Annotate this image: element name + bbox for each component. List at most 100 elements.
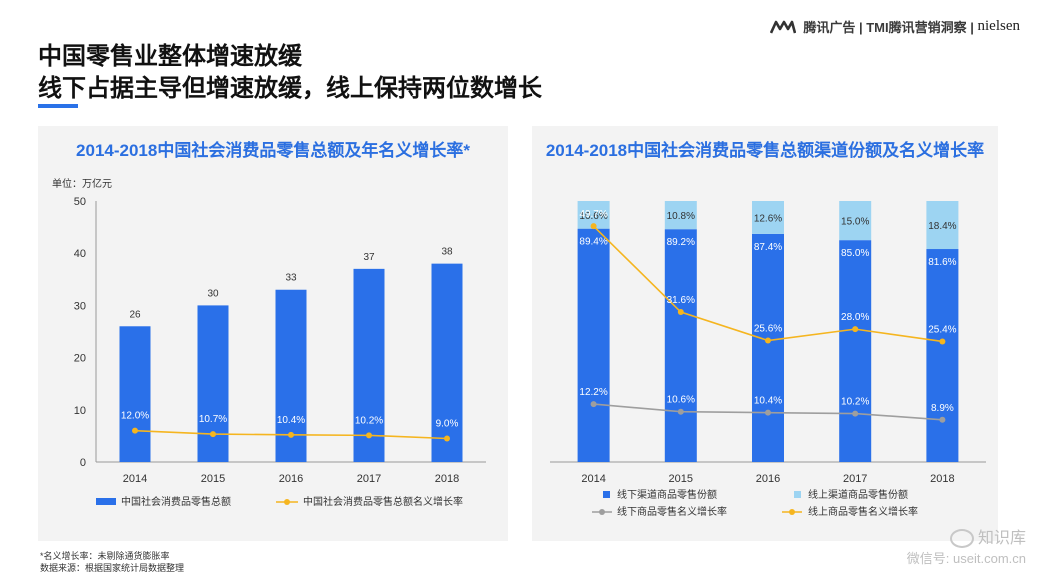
legend-label-online-growth: 线上商品零售名义增长率 (808, 505, 918, 518)
bar-online-share (664, 201, 697, 230)
bar-data-label: 38 (441, 247, 453, 258)
bar-online-share (839, 201, 872, 241)
growth-data-label: 10.4% (277, 415, 305, 426)
legend-label-online-share: 线上渠道商品零售份额 (808, 488, 908, 501)
bar-online-share (926, 201, 959, 250)
offline-growth-point (590, 401, 597, 408)
online-share-label: 10.6% (579, 211, 607, 222)
offline-growth-label: 10.6% (667, 395, 695, 406)
legend-label-offline-growth: 线下商品零售名义增长率 (617, 505, 727, 518)
legend-label-line: 中国社会消费品零售总额名义增长率 (303, 495, 463, 508)
chart-right: 2014 2015 2016 2017 2018 10.6% 89.4% 10.8% 89.2%… (550, 201, 986, 518)
online-growth-point (590, 223, 597, 230)
offline-growth-label: 10.2% (841, 397, 869, 408)
offline-share-label: 85.0% (841, 248, 869, 259)
online-growth-label: 31.6% (667, 295, 695, 306)
footnote-definition: *名义增长率：未剔除通货膨胀率 (40, 551, 170, 561)
y-tick-label: 10 (74, 405, 86, 417)
chart-title-left: 2014-2018中国社会消费品零售总额及年名义增长率* (76, 141, 470, 160)
online-share-label: 15.0% (841, 217, 869, 228)
bar-total-retail (353, 268, 385, 462)
offline-share-label: 81.6% (928, 257, 956, 268)
online-growth-label: 25.4% (928, 324, 956, 335)
watermark: 知识库 微信号: useit.com.cn (907, 524, 1026, 567)
legend-swatch-bar (96, 498, 116, 505)
y-tick-label: 0 (80, 457, 86, 469)
y-tick-label: 30 (74, 300, 86, 312)
legend-swatch-online-growth-point (789, 509, 795, 515)
x-tick-label: 2017 (843, 473, 867, 485)
brand-bar: 腾讯广告 | TMI腾讯营销洞察 | nielsen (769, 17, 1021, 36)
offline-growth-point (765, 409, 771, 416)
bar-data-label: 30 (207, 288, 219, 299)
chart-panel-right: 2014-2018中国社会消费品零售总额渠道份额及名义增长率 2014 2015 2… (532, 126, 998, 541)
bar-offline-share (926, 249, 959, 462)
bar-total-retail (431, 263, 463, 462)
bar-offline-share (577, 228, 610, 462)
growth-point (444, 435, 450, 442)
online-growth-label: 25.6% (754, 324, 782, 335)
footnote-source: 数据来源：根据国家统计局数据整理 (40, 563, 185, 573)
legend-swatch-point (284, 499, 290, 505)
x-tick-label: 2014 (581, 473, 605, 485)
x-tick-label: 2015 (669, 473, 693, 485)
offline-share-label: 89.2% (667, 237, 695, 248)
growth-data-label: 10.2% (355, 415, 383, 426)
online-growth-point (677, 309, 684, 316)
legend-swatch-online-share (794, 491, 801, 498)
x-tick-label: 2016 (756, 473, 780, 485)
x-tick-label: 2016 (279, 473, 303, 485)
online-share-label: 18.4% (928, 221, 956, 232)
watermark-top: 知识库 (977, 530, 1026, 547)
bar-offline-share (664, 229, 697, 462)
x-tick-label: 2018 (435, 473, 459, 485)
growth-point (210, 431, 216, 438)
page-title: 中国零售业整体增速放缓 (38, 43, 302, 70)
offline-share-label: 87.4% (754, 242, 782, 253)
online-growth-point (765, 337, 771, 344)
legend-swatch-offline-growth-point (599, 509, 605, 515)
x-tick-label: 2017 (357, 473, 381, 485)
watermark-bottom: 微信号: useit.com.cn (906, 551, 1026, 567)
offline-growth-point (939, 416, 946, 423)
offline-share-label: 89.4% (579, 237, 607, 248)
chart-panel-left: 2014-2018中国社会消费品零售总额及年名义增长率* 单位：万亿元 0 10 20… (38, 126, 508, 541)
offline-growth-label: 12.2% (579, 387, 607, 398)
chart-left: 单位：万亿元 0 10 20 30 40 50 2014 2015 2016 2017 2018 26 3… (52, 177, 486, 508)
tencent-ads-logo-icon (769, 20, 796, 34)
online-growth-label: 49.7% (579, 209, 607, 220)
title-accent-bar (38, 104, 78, 108)
legend-swatch-offline-share (603, 491, 610, 498)
growth-point (132, 427, 138, 434)
page-subtitle: 线下占据主导但增速放缓，线上保持两位数增长 (38, 75, 542, 102)
online-growth-point (852, 326, 859, 333)
y-tick-label: 20 (74, 353, 86, 365)
legend-label-bar: 中国社会消费品零售总额 (121, 495, 231, 508)
x-tick-label: 2018 (930, 473, 954, 485)
x-tick-label: 2014 (123, 473, 147, 485)
nielsen-logo: nielsen (977, 18, 1021, 34)
bar-data-label: 26 (129, 309, 141, 320)
brand-text: 腾讯广告 | TMI腾讯营销洞察 | (803, 20, 974, 35)
offline-growth-point (852, 410, 859, 417)
y-tick-label: 50 (74, 196, 86, 208)
chart-title-right: 2014-2018中国社会消费品零售总额渠道份额及名义增长率 (545, 141, 985, 160)
growth-point (288, 431, 294, 438)
online-growth-point (939, 338, 946, 345)
x-tick-label: 2015 (201, 473, 225, 485)
growth-point (366, 432, 372, 439)
bar-data-label: 37 (363, 252, 375, 263)
offline-growth-label: 8.9% (931, 403, 954, 414)
wechat-icon (949, 529, 974, 549)
growth-data-label: 12.0% (121, 411, 149, 422)
bar-data-label: 33 (285, 273, 297, 284)
bar-total-retail (119, 326, 151, 462)
bar-total-retail (197, 305, 229, 462)
online-share-label: 12.6% (754, 213, 782, 224)
y-tick-label: 40 (74, 248, 86, 260)
bar-offline-share (752, 233, 784, 462)
online-growth-label: 28.0% (841, 312, 869, 323)
offline-growth-point (677, 408, 684, 415)
online-share-label: 10.8% (667, 211, 695, 222)
legend-label-offline-share: 线下渠道商品零售份额 (617, 488, 717, 501)
